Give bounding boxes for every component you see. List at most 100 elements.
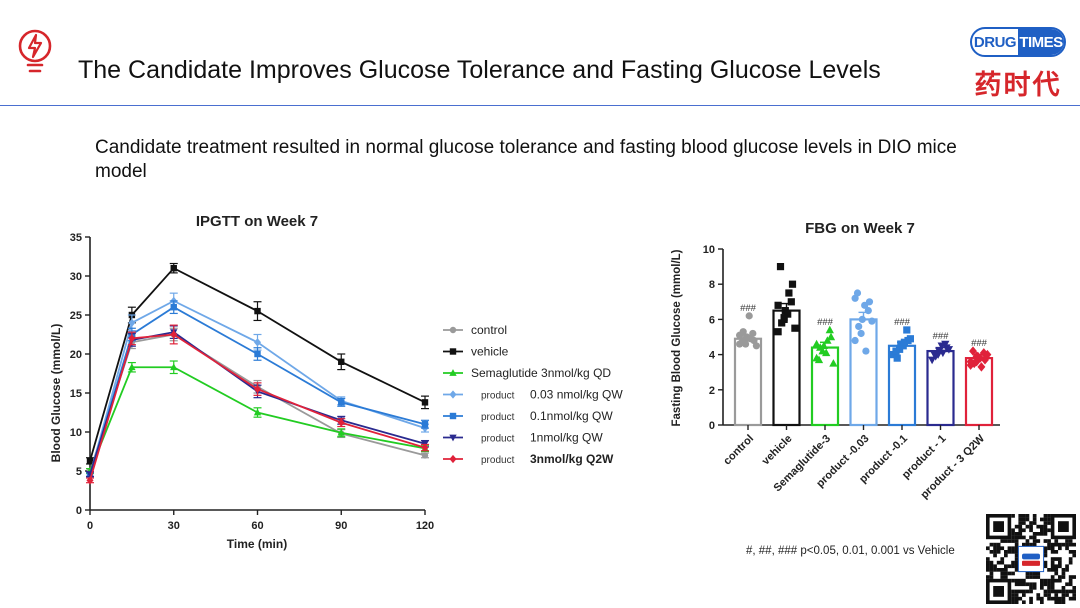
qr-module xyxy=(986,557,990,561)
qr-module xyxy=(1043,593,1048,597)
chart-series xyxy=(86,262,429,485)
bar-group: ###product - 1 xyxy=(900,331,955,481)
series-line xyxy=(89,333,426,481)
data-point xyxy=(338,358,345,365)
scatter-point xyxy=(892,347,900,355)
scatter-point xyxy=(829,359,838,367)
qr-module xyxy=(1014,560,1019,565)
significance-marker: ### xyxy=(971,338,988,349)
qr-module xyxy=(1061,596,1066,601)
legend-label: 0.1nmol/kg QW xyxy=(530,409,613,423)
qr-module xyxy=(1000,575,1005,579)
scatter-point xyxy=(791,324,799,332)
qr-center-logo xyxy=(1022,560,1040,566)
legend-item: product 0.1nmol/kg QW xyxy=(443,409,613,423)
qr-module xyxy=(1025,517,1030,522)
data-point xyxy=(170,330,178,339)
qr-module xyxy=(1032,539,1037,543)
chart-title: FBG on Week 7 xyxy=(805,220,915,237)
ipgtt-line-chart: IPGTT on Week 7 0 5 10 15 20 25 30 35 0 30 60 90 120… xyxy=(49,213,623,551)
qr-finder xyxy=(1058,521,1069,532)
scatter-point xyxy=(937,342,946,351)
qr-module xyxy=(1058,542,1062,547)
qr-module xyxy=(1058,589,1062,594)
qr-module xyxy=(1011,589,1015,594)
qr-module xyxy=(986,546,990,551)
qr-module xyxy=(1014,550,1019,554)
scatter-point xyxy=(822,348,831,357)
qr-module xyxy=(1018,524,1023,529)
qr-module xyxy=(1014,593,1019,597)
qr-module xyxy=(1050,564,1055,569)
qr-module xyxy=(1068,550,1073,554)
logo-text-right: TIMES xyxy=(1018,29,1064,55)
scatter-point xyxy=(868,317,876,325)
scatter-point xyxy=(826,332,836,341)
qr-module xyxy=(1061,575,1066,579)
qr-module xyxy=(1025,542,1030,547)
data-point xyxy=(253,408,262,416)
qr-module xyxy=(1014,564,1019,569)
legend-label: Semaglutide 3nmol/kg QD xyxy=(471,366,611,380)
qr-module xyxy=(1036,539,1041,543)
data-point xyxy=(170,363,178,371)
qr-module xyxy=(1058,557,1062,561)
scatter-point xyxy=(778,319,786,327)
x-tick-label: 60 xyxy=(251,520,263,532)
qr-module xyxy=(1029,600,1033,604)
qr-module xyxy=(1043,539,1048,543)
legend-label: 0.03 nmol/kg QW xyxy=(530,388,623,402)
qr-module xyxy=(993,564,997,569)
qr-module xyxy=(1040,528,1044,533)
qr-module xyxy=(996,550,1001,554)
qr-module xyxy=(1072,575,1076,579)
header-divider xyxy=(0,105,1080,106)
scatter-point xyxy=(903,326,911,334)
series-3nmol-kg-q2w xyxy=(86,324,429,485)
qr-module xyxy=(1007,550,1012,554)
data-point xyxy=(170,304,177,311)
qr-module xyxy=(1068,575,1073,579)
qr-module xyxy=(1072,589,1076,594)
qr-module xyxy=(1004,539,1008,543)
qr-module xyxy=(1011,535,1015,540)
qr-module xyxy=(1022,582,1026,587)
legend-prefix: product xyxy=(481,391,515,402)
scatter-point xyxy=(745,312,753,320)
y-axis-label: Fasting Blood Glucose (mmol/L) xyxy=(671,249,683,426)
data-point xyxy=(421,443,429,452)
qr-module xyxy=(1061,571,1066,576)
chart-legend: control vehicle Semaglutide 3nmol/kg QD pro… xyxy=(443,323,623,466)
scatter-point xyxy=(893,354,901,362)
legend-prefix: product xyxy=(481,434,515,445)
qr-module xyxy=(1029,535,1033,540)
qr-module xyxy=(1050,546,1055,551)
qr-module xyxy=(1014,535,1019,540)
qr-module xyxy=(1018,521,1023,525)
qr-module xyxy=(1054,596,1059,601)
qr-module xyxy=(1029,589,1033,594)
x-tick-label: 90 xyxy=(335,520,347,532)
qr-module xyxy=(1032,586,1037,590)
qr-module xyxy=(993,568,997,572)
scatter-point xyxy=(774,301,782,309)
qr-module xyxy=(1022,578,1026,583)
chart-bars: ###control vehicle###Semaglutide-3product… xyxy=(721,263,994,501)
qr-module xyxy=(1022,517,1026,522)
qr-module xyxy=(1054,593,1059,597)
qr-module xyxy=(1011,532,1015,536)
logo-text-chinese: 药时代 xyxy=(974,70,1062,101)
qr-module xyxy=(1065,582,1069,587)
qr-module xyxy=(1029,575,1033,579)
qr-module xyxy=(1058,600,1062,604)
significance-marker: ### xyxy=(894,317,911,328)
qr-module xyxy=(1025,539,1030,543)
qr-module xyxy=(1022,528,1026,533)
qr-module xyxy=(1043,560,1048,565)
qr-module xyxy=(1047,589,1051,594)
qr-module xyxy=(1000,546,1005,551)
legend-marker xyxy=(449,454,457,464)
qr-module xyxy=(1011,560,1015,565)
scatter-point xyxy=(906,335,914,343)
qr-module xyxy=(1014,524,1019,529)
